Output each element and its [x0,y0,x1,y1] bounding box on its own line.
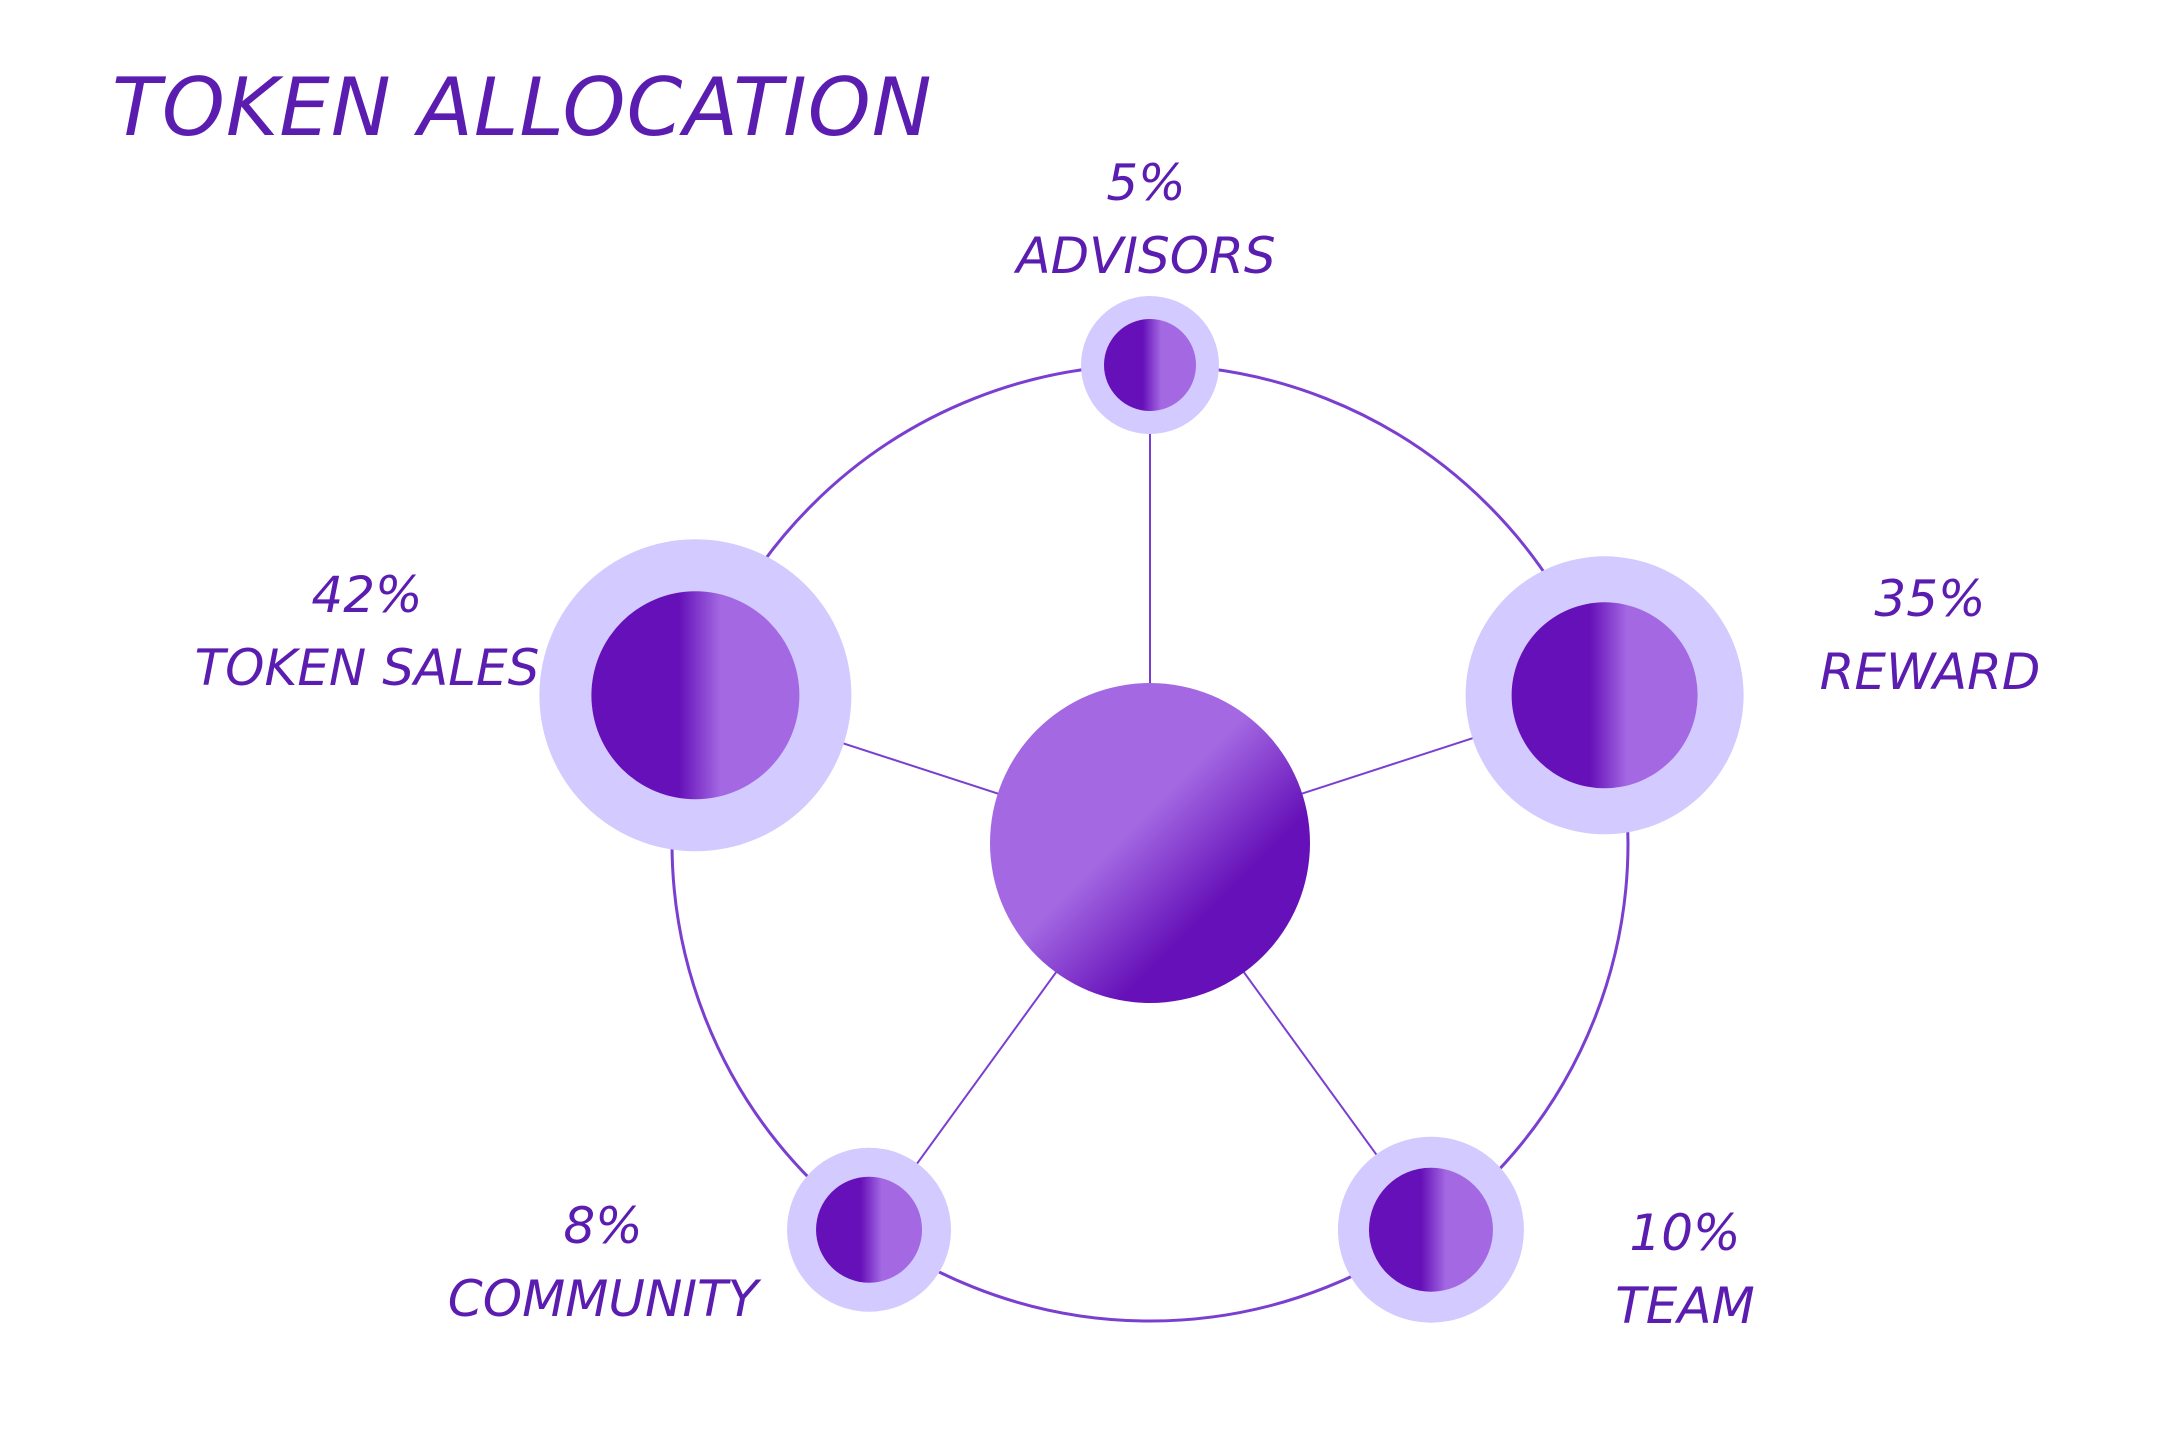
node-token-sales [591,591,800,800]
category-label-team: TEAM [1615,1277,1754,1335]
category-label-token-sales: TOKEN SALES [195,639,540,697]
value-label-community: 8% [563,1197,642,1255]
category-label-advisors: ADVISORS [1013,227,1275,285]
node-advisors [1104,319,1196,411]
category-label-community: COMMUNITY [448,1270,762,1328]
value-label-reward: 35% [1874,570,1985,628]
value-label-token-sales: 42% [311,566,422,624]
category-label-reward: REWARD [1820,643,2041,701]
node-reward [1511,602,1698,789]
center-hub [990,683,1310,1003]
node-community [816,1176,923,1283]
chart-title: TOKEN ALLOCATION [112,61,933,154]
value-label-advisors: 5% [1106,154,1185,212]
value-label-team: 10% [1629,1204,1740,1262]
node-team [1368,1167,1493,1292]
